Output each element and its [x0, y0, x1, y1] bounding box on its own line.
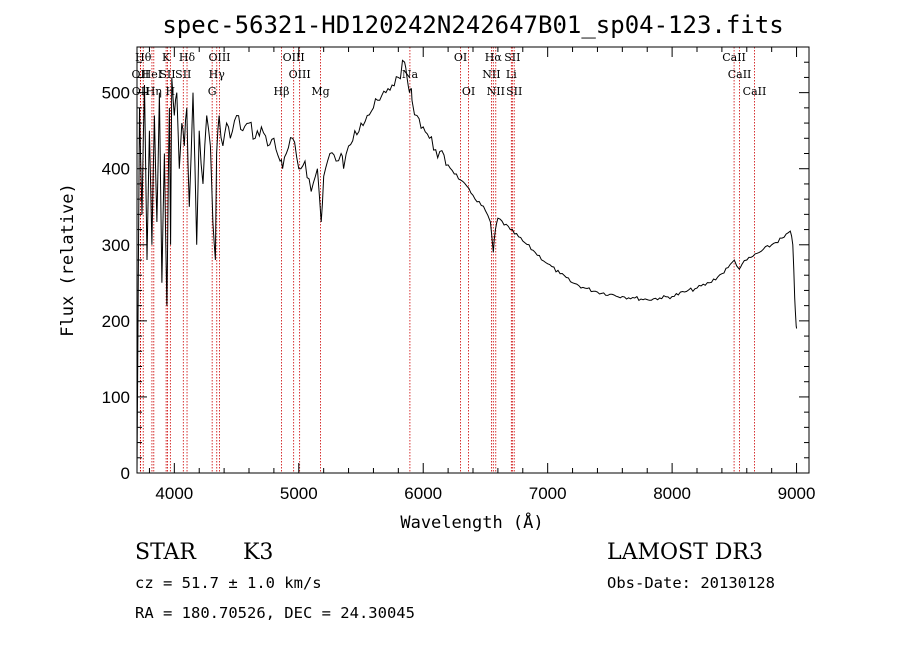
spectral-line-label: CaII [722, 51, 746, 64]
x-tick-label: 8000 [653, 484, 691, 503]
spectral-line-label: K [162, 51, 171, 64]
x-tick-label: 9000 [778, 484, 816, 503]
redshift-text: cz = 51.7 ± 1.0 km/s [135, 574, 322, 592]
spectral-line-label: NII [487, 85, 505, 98]
spectrum-series-line [136, 59, 798, 474]
spectral-line-label: Hβ [274, 85, 290, 98]
spectral-line-label: HeI [142, 68, 162, 81]
spectral-line-label: H [166, 85, 176, 98]
spectral-line-label: Hθ [135, 51, 152, 64]
spectral-line-label: G [208, 85, 217, 98]
spectral-line-label: SII [175, 68, 191, 81]
spectral-line-label: SII [159, 68, 175, 81]
spectral-line-label: NII [482, 68, 500, 81]
obs-date-text: Obs-Date: 20130128 [607, 574, 775, 592]
object-subclass: K3 [243, 540, 274, 565]
object-class: STAR [135, 540, 196, 565]
spectral-line-label: Hα [485, 51, 503, 64]
spectral-line-markers [139, 47, 755, 473]
spectral-line-label: SII [504, 51, 520, 64]
spectral-line-label: Li [506, 68, 517, 81]
y-tick-label: 100 [102, 388, 130, 407]
spectral-line-label: OI [462, 85, 475, 98]
survey-name: LAMOST DR3 [607, 540, 763, 565]
x-tick-label: 6000 [404, 484, 442, 503]
spectral-line-label: OIII [289, 68, 311, 81]
spectral-line-label: Hη [146, 85, 162, 98]
spectral-line-label: OIII [283, 51, 305, 64]
spectral-line-label: OII [132, 68, 150, 81]
x-axis-label: Wavelength (Å) [400, 511, 543, 533]
spectral-line-label: Hδ [179, 51, 196, 64]
spectral-line-label: OI [454, 51, 467, 64]
spectral-line-label: CaII [728, 68, 752, 81]
x-tick-label: 5000 [280, 484, 318, 503]
spectral-line-label: Hγ [209, 68, 226, 81]
y-tick-label: 300 [102, 236, 130, 255]
spectral-line-label: OIII [208, 51, 230, 64]
y-tick-label: 400 [102, 160, 130, 179]
y-axis-label: Flux (relative) [58, 183, 78, 337]
plot-frame [136, 46, 810, 474]
spectral-line-label: CaII [743, 85, 767, 98]
y-axis: 0 100 200 300 400 500 [102, 61, 809, 483]
y-tick-label: 200 [102, 312, 130, 331]
spectral-line-label: SII [506, 85, 522, 98]
spectral-line-label: Na [402, 68, 419, 81]
spectral-line-label: Mg [311, 85, 329, 98]
y-tick-label: 500 [102, 84, 130, 103]
chart-title: spec-56321-HD120242N242647B01_sp04-123.f… [162, 11, 783, 39]
x-tick-label: 7000 [529, 484, 567, 503]
y-tick-label: 0 [121, 464, 130, 483]
x-axis: 4000 5000 6000 7000 8000 9000 [148, 47, 816, 503]
coordinates-text: RA = 180.70526, DEC = 24.30045 [135, 604, 415, 622]
x-tick-label: 4000 [155, 484, 193, 503]
